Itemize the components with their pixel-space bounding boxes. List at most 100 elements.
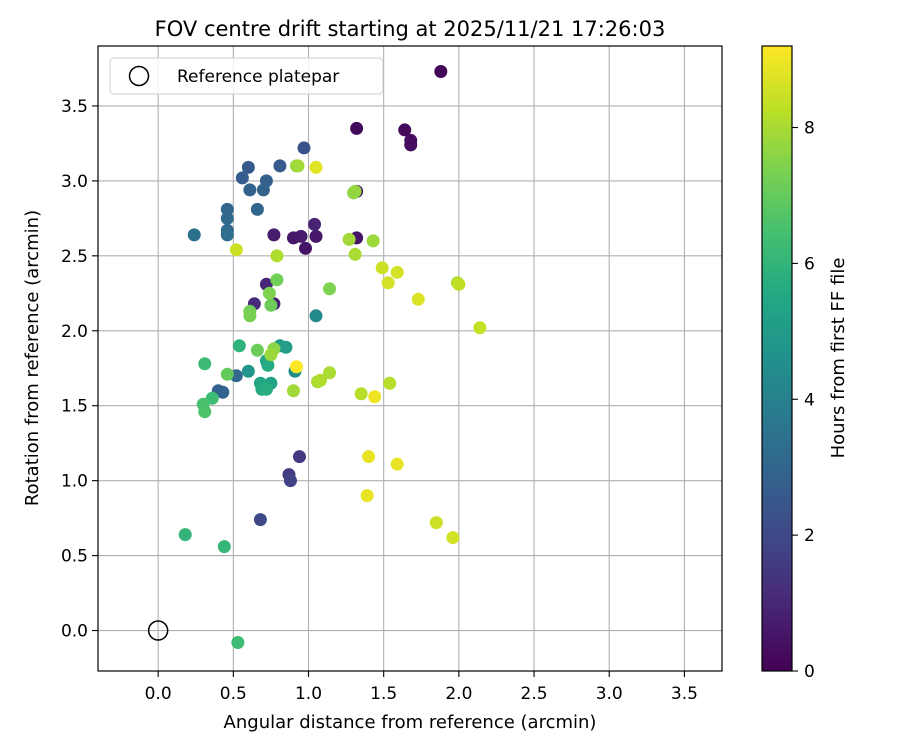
data-point: [429, 516, 443, 530]
data-point: [264, 348, 278, 362]
data-point: [348, 247, 362, 261]
data-point: [241, 160, 255, 174]
data-point: [297, 141, 311, 155]
data-point: [350, 121, 364, 135]
data-point: [243, 309, 257, 323]
y-tick-label: 0.0: [61, 622, 88, 642]
y-tick-label: 3.5: [61, 97, 88, 117]
y-axis: 0.0 0.5 1.0 1.5 2.0 2.5 3.0 3.5: [61, 97, 98, 642]
colorbar-gradient: [761, 45, 793, 672]
x-axis-label: Angular distance from reference (arcmin): [224, 712, 597, 733]
data-points: [178, 64, 487, 650]
colorbar: 0 2 4 6 8 Hours from first FF file: [761, 45, 849, 682]
data-point: [348, 184, 362, 198]
y-axis-label: Rotation from reference (arcmin): [22, 210, 43, 506]
data-point: [390, 265, 404, 279]
colorbar-tick-label: 2: [804, 526, 815, 546]
data-point: [232, 339, 246, 353]
data-point: [362, 450, 376, 464]
x-tick-label: 2.0: [445, 684, 472, 704]
chart-title: FOV centre drift starting at 2025/11/21 …: [155, 17, 666, 41]
data-point: [309, 309, 323, 323]
colorbar-tick-label: 4: [804, 390, 815, 410]
data-point: [390, 457, 404, 471]
y-tick-label: 3.0: [61, 172, 88, 192]
reference-marker-layer: [147, 620, 169, 641]
x-tick-label: 0.5: [220, 684, 247, 704]
data-point: [253, 513, 267, 527]
data-point: [250, 343, 264, 357]
data-point: [220, 211, 234, 225]
data-point: [250, 202, 264, 216]
data-point: [473, 321, 487, 335]
y-tick-label: 2.5: [61, 247, 88, 267]
data-point: [261, 358, 275, 372]
colorbar-tick-label: 0: [804, 662, 815, 682]
colorbar-tick-label: 6: [804, 254, 815, 274]
data-point: [342, 232, 356, 246]
data-point: [298, 241, 312, 255]
data-point: [220, 228, 234, 242]
data-point: [229, 243, 243, 257]
data-point: [264, 298, 278, 312]
legend-entry-reference-platepar: Reference platepar: [177, 67, 339, 87]
colorbar-ticks: 0 2 4 6 8: [792, 119, 815, 682]
data-point: [398, 123, 412, 137]
data-point: [360, 489, 374, 503]
data-point: [198, 357, 212, 371]
y-tick-label: 1.5: [61, 397, 88, 417]
x-tick-label: 3.5: [671, 684, 698, 704]
legend-box: [109, 57, 384, 95]
y-tick-label: 0.5: [61, 547, 88, 567]
data-point: [446, 531, 460, 545]
data-point: [270, 249, 284, 263]
x-tick-label: 2.5: [521, 684, 548, 704]
data-point: [286, 384, 300, 398]
data-point: [283, 474, 297, 488]
data-point: [375, 261, 389, 275]
data-point: [187, 228, 201, 242]
data-point: [198, 405, 212, 419]
data-point: [262, 286, 276, 300]
data-point: [452, 277, 466, 291]
data-point: [279, 340, 293, 354]
x-tick-label: 0.0: [145, 684, 172, 704]
data-point: [235, 171, 249, 185]
data-point: [241, 364, 255, 378]
x-tick-label: 1.5: [370, 684, 397, 704]
data-point: [217, 540, 231, 554]
data-point: [309, 160, 323, 174]
data-point: [286, 231, 300, 245]
data-point: [368, 390, 382, 404]
data-point: [289, 360, 303, 374]
legend: Reference platepar: [109, 57, 384, 95]
data-point: [309, 229, 323, 243]
data-point: [259, 382, 273, 396]
colorbar-tick-label: 8: [804, 119, 815, 139]
data-point: [231, 636, 245, 650]
data-point: [270, 273, 284, 287]
x-tick-label: 1.0: [295, 684, 322, 704]
data-point: [291, 159, 305, 173]
legend-reference-marker-icon: [128, 65, 150, 87]
y-tick-label: 1.0: [61, 472, 88, 492]
y-tick-label: 2.0: [61, 322, 88, 342]
data-point: [256, 183, 270, 197]
data-point: [220, 202, 234, 216]
data-point: [292, 450, 306, 464]
data-point: [178, 528, 192, 542]
data-point: [323, 282, 337, 296]
colorbar-label: Hours from first FF file: [828, 258, 849, 459]
x-axis: 0.0 0.5 1.0 1.5 2.0 2.5 3.0 3.5: [145, 671, 698, 704]
data-point: [404, 138, 418, 152]
x-tick-label: 3.0: [596, 684, 623, 704]
data-point: [273, 159, 287, 173]
data-point: [243, 183, 257, 197]
data-point: [411, 292, 425, 306]
reference-platepar-marker: [147, 620, 169, 641]
data-point: [366, 234, 380, 248]
data-point: [354, 387, 368, 401]
data-point: [323, 366, 337, 380]
data-point: [434, 64, 448, 78]
